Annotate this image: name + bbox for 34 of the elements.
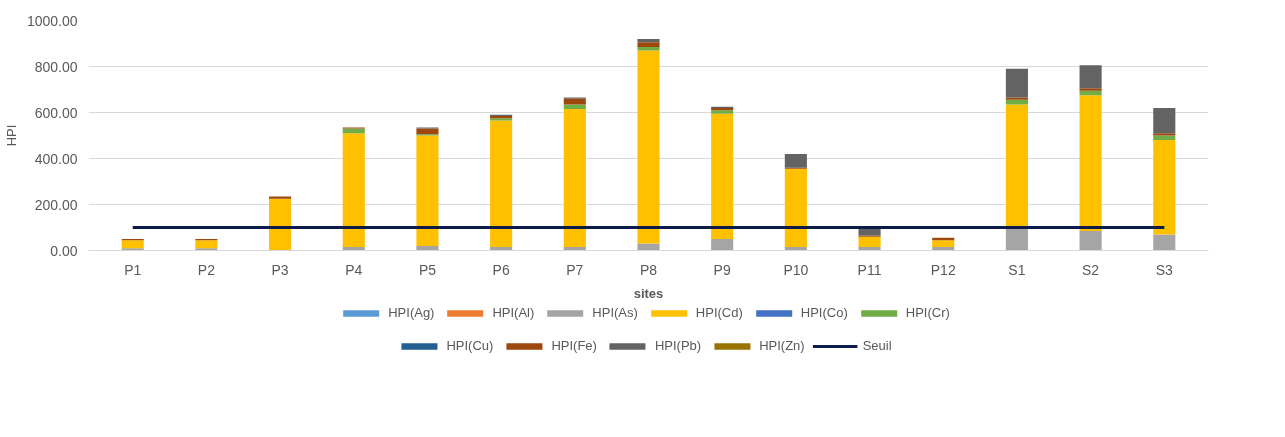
x-tick-label: P6	[492, 261, 510, 278]
x-tick-label: P5	[418, 261, 437, 278]
x-axis-title: sites	[633, 285, 664, 301]
legend-label: HPI(Pb)	[654, 338, 702, 353]
legend-label: HPI(Cd)	[695, 305, 743, 320]
y-tick-label: 200.00	[34, 196, 78, 213]
x-tick-label: P3	[271, 261, 289, 278]
legend-label: HPI(Fe)	[551, 338, 597, 353]
legend-label: HPI(Ag)	[388, 305, 435, 320]
x-tick-label: S1	[1008, 261, 1026, 278]
x-tick-label: P10	[783, 261, 809, 278]
legend-label: HPI(Cu)	[446, 338, 494, 353]
y-tick-label: 600.00	[34, 104, 78, 121]
legend-label: HPI(Zn)	[759, 338, 805, 353]
x-tick-label: P8	[639, 261, 658, 278]
x-tick-label: S3	[1155, 261, 1174, 278]
x-tick-label: S2	[1082, 261, 1100, 278]
legend-label: HPI(As)	[592, 305, 638, 320]
x-tick-label: P12	[930, 261, 956, 278]
y-tick-label: 400.00	[34, 150, 78, 167]
x-tick-label: P9	[713, 261, 731, 278]
y-tick-label: 0.00	[50, 242, 78, 259]
x-tick-label: P4	[345, 261, 363, 278]
y-tick-label: 800.00	[34, 58, 78, 75]
y-tick-label: 1000.00	[26, 12, 78, 29]
x-tick-label: P2	[197, 261, 216, 278]
y-axis-title: HPI	[3, 124, 19, 147]
legend-label: HPI(Co)	[800, 305, 848, 320]
legend-label: HPI(Cr)	[905, 305, 950, 320]
legend-label: Seuil	[862, 338, 892, 353]
x-tick-label: P11	[857, 261, 882, 278]
legend-label: HPI(Al)	[492, 305, 535, 320]
x-tick-label: P1	[124, 261, 142, 278]
x-tick-label: P7	[566, 261, 584, 278]
